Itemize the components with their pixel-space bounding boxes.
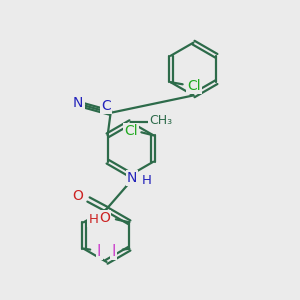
Text: H: H (88, 213, 98, 226)
Text: N: N (127, 171, 137, 185)
Text: O: O (73, 189, 83, 202)
Text: N: N (73, 96, 83, 110)
Text: H: H (142, 173, 152, 187)
Text: Cl: Cl (187, 79, 200, 93)
Text: C: C (101, 99, 111, 113)
Text: CH₃: CH₃ (149, 114, 172, 127)
Text: I: I (97, 244, 101, 259)
Text: Cl: Cl (124, 124, 138, 138)
Text: I: I (112, 244, 116, 259)
Text: O: O (99, 211, 110, 225)
